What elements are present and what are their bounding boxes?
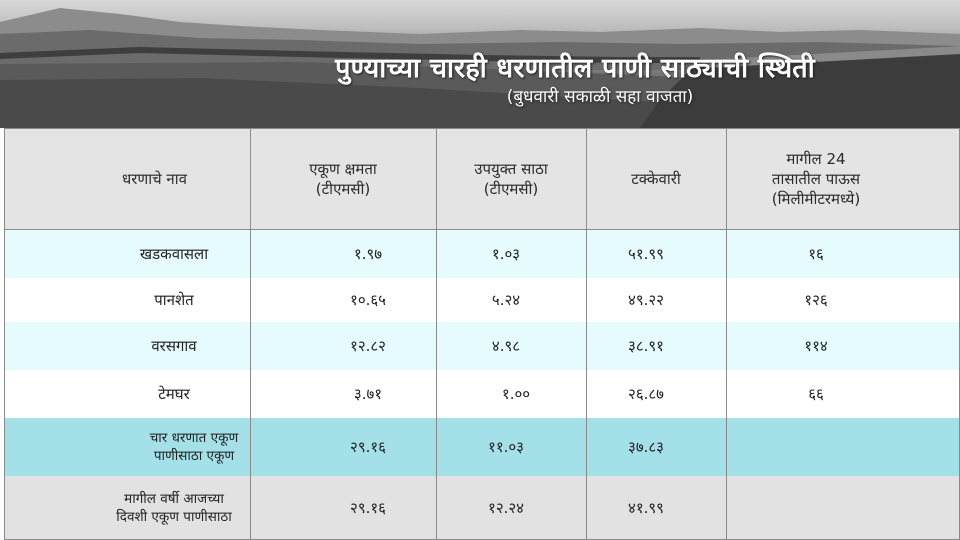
dam-water-table: धरणाचे नाव एकूण क्षमता (टीएमसी) उपयुक्त … [4,128,960,540]
table-row-total: चार धरणात एकूण पाणीसाठा एकूण २९.१६ ११.०३… [4,418,960,476]
total-capacity: ३.७१ [353,384,383,403]
rainfall: ६६ [808,384,824,403]
grid-line [4,128,5,540]
rainfall [726,418,906,476]
rainfall: १६ [808,244,824,263]
dam-name: टेमघर [158,384,190,403]
total-capacity: १२.८२ [350,336,386,355]
total-capacity: २९.१६ [350,437,386,456]
rainfall: ११४ [804,336,828,355]
percentage: ३८.९१ [628,336,664,355]
page-title: पुण्याच्या चारही धरणातील पाणी साठ्याची स… [335,53,815,84]
rainfall [726,476,906,540]
percentage: २६.८७ [628,384,664,403]
table-row: टेमघर ३.७१ १.०० २६.८७ ६६ [4,370,960,418]
table-row: पानशेत १०.६५ ५.२४ ४९.२२ १२६ [4,278,960,322]
grid-line [4,229,960,230]
grid-line [586,128,587,540]
page-subtitle: (बुधवारी सकाळी सहा वाजता) [506,87,694,107]
useful-storage: १.०३ [491,244,521,263]
total-capacity: २९.१६ [350,498,386,517]
useful-storage: ४.९८ [491,336,521,355]
grid-line [726,128,727,540]
table-row: खडकवासला १.९७ १.०३ ५१.९९ १६ [4,230,960,278]
dam-name: खडकवासला [139,244,209,263]
percentage: ४१.९९ [628,498,664,517]
column-header-useful-storage: उपयुक्त साठा (टीएमसी) [474,159,548,198]
rainfall: १२६ [804,290,828,309]
dam-name: पानशेत [154,290,194,309]
column-header-rainfall: मागील 24 तासातील पाऊस (मिलीमीटरमध्ये) [771,149,861,209]
useful-storage: १.०० [501,384,531,403]
dam-name: वरसगाव [151,336,197,355]
column-header-dam-name: धरणाचे नाव [122,169,187,188]
percentage: ५१.९९ [628,244,664,263]
dam-name: चार धरणात एकूण पाणीसाठा एकूण [149,429,239,464]
total-capacity: १०.६५ [350,290,386,309]
useful-storage: ११.०३ [488,437,524,456]
grid-line [436,128,437,540]
column-header-total-capacity: एकूण क्षमता (टीएमसी) [309,159,377,198]
header-banner-photo: पुण्याच्या चारही धरणातील पाणी साठ्याची स… [0,0,960,128]
grid-line [4,128,960,129]
grid-line [250,128,251,540]
percentage: ४९.२२ [628,290,664,309]
table-row: वरसगाव १२.८२ ४.९८ ३८.९१ ११४ [4,322,960,370]
total-capacity: १.९७ [353,244,383,263]
useful-storage: १२.२४ [488,498,524,517]
useful-storage: ५.२४ [491,290,521,309]
table-row-last-year: मागील वर्षी आजच्या दिवशी एकूण पाणीसाठा २… [4,476,960,540]
dam-landscape-image [0,8,960,128]
percentage: ३७.८३ [628,437,664,456]
table-header-row: धरणाचे नाव एकूण क्षमता (टीएमसी) उपयुक्त … [4,128,960,230]
column-header-percentage: टक्केवारी [631,169,681,188]
dam-name: मागील वर्षी आजच्या दिवशी एकूण पाणीसाठा [116,490,232,525]
